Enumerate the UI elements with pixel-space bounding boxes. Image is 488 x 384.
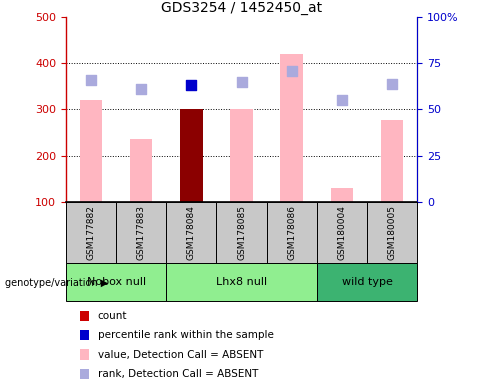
Text: GSM177882: GSM177882 [86, 205, 96, 260]
Bar [166, 202, 217, 263]
Bar [130, 139, 152, 202]
Bar [80, 369, 89, 379]
Point [137, 86, 145, 92]
Bar [80, 311, 89, 321]
Bar [166, 263, 317, 301]
Point [238, 79, 245, 85]
Bar [66, 263, 166, 301]
Bar [381, 119, 404, 202]
Point [388, 81, 396, 87]
Text: GSM180004: GSM180004 [337, 205, 346, 260]
Point [187, 83, 195, 89]
Text: wild type: wild type [342, 277, 392, 287]
Text: percentile rank within the sample: percentile rank within the sample [98, 330, 273, 340]
Text: GSM178086: GSM178086 [287, 205, 296, 260]
Text: GSM178085: GSM178085 [237, 205, 246, 260]
Text: genotype/variation ▶: genotype/variation ▶ [5, 278, 108, 288]
Text: GSM180005: GSM180005 [387, 205, 397, 260]
Title: GDS3254 / 1452450_at: GDS3254 / 1452450_at [161, 1, 322, 15]
Text: Lhx8 null: Lhx8 null [216, 277, 267, 287]
Bar [281, 54, 303, 202]
Bar [217, 202, 266, 263]
Text: rank, Detection Call = ABSENT: rank, Detection Call = ABSENT [98, 369, 258, 379]
Bar [116, 202, 166, 263]
Point [288, 68, 296, 74]
Bar [80, 100, 102, 202]
Bar [367, 202, 417, 263]
Bar [331, 188, 353, 202]
Point [87, 77, 95, 83]
Text: GSM178084: GSM178084 [187, 205, 196, 260]
Point [338, 97, 346, 103]
Text: Nobox null: Nobox null [86, 277, 145, 287]
Bar [230, 109, 253, 202]
Bar [180, 109, 203, 202]
Bar [80, 349, 89, 360]
Bar [317, 202, 367, 263]
Text: count: count [98, 311, 127, 321]
Bar [266, 202, 317, 263]
Bar [80, 330, 89, 341]
Text: value, Detection Call = ABSENT: value, Detection Call = ABSENT [98, 349, 263, 359]
Text: GSM177883: GSM177883 [137, 205, 146, 260]
Bar [317, 263, 417, 301]
Bar [66, 202, 116, 263]
